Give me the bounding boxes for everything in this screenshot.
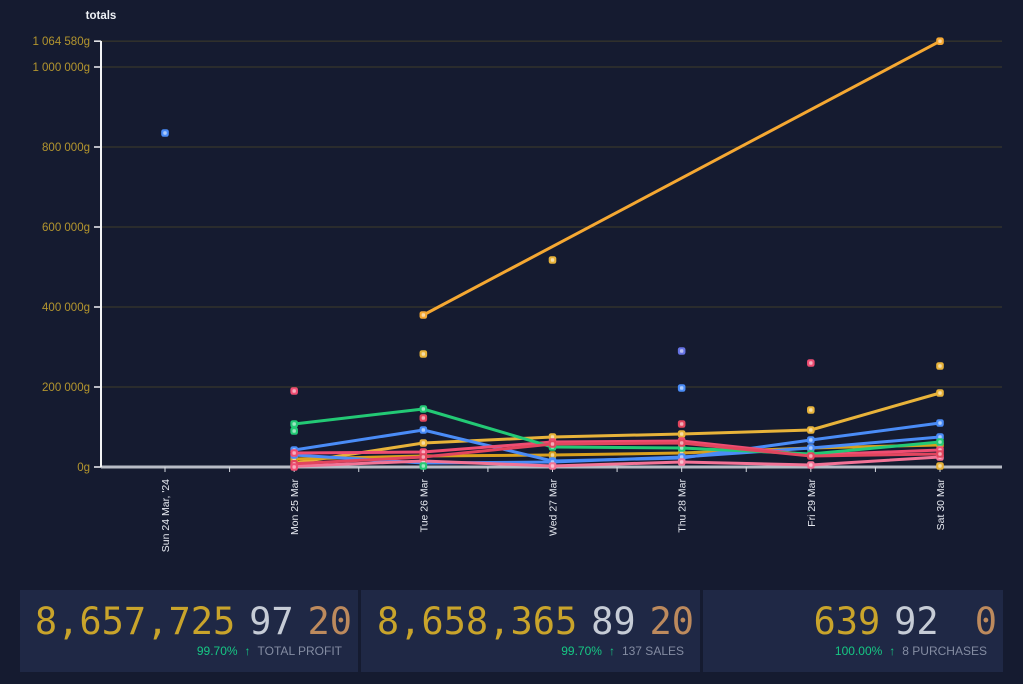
data-point-core bbox=[938, 421, 942, 425]
data-point-core bbox=[292, 429, 296, 433]
copper-value: 20 bbox=[307, 600, 353, 643]
silver-value: 97 bbox=[249, 600, 294, 643]
data-point-core bbox=[809, 454, 813, 458]
x-axis-label: Mon 25 Mar bbox=[289, 479, 301, 536]
data-point-core bbox=[679, 455, 684, 459]
stat-panel-sales: 8,658,365 89 20 99.70% ↑ 137 SALES bbox=[361, 590, 700, 672]
data-point-core bbox=[809, 361, 813, 365]
data-point-core bbox=[938, 391, 942, 395]
data-point-core bbox=[938, 464, 942, 468]
data-point-core bbox=[679, 349, 684, 353]
data-point-core bbox=[292, 465, 296, 469]
up-arrow-icon: ↑ bbox=[244, 644, 251, 658]
data-point-core bbox=[163, 131, 167, 135]
data-point-core bbox=[938, 452, 942, 456]
data-point-core bbox=[809, 446, 813, 450]
y-axis-label: 0g bbox=[77, 462, 90, 474]
data-point-core bbox=[679, 441, 684, 445]
total-profit-subline: 99.70% ↑ TOTAL PROFIT bbox=[26, 644, 352, 659]
series-amber-main-line bbox=[421, 39, 942, 317]
data-point-core bbox=[550, 435, 555, 439]
stat-label: 8 PURCHASES bbox=[902, 644, 987, 658]
data-point-core bbox=[938, 435, 942, 439]
data-point-core bbox=[809, 438, 813, 442]
percent-change: 100.00% bbox=[834, 644, 883, 658]
x-axis-label: Sun 24 Mar, '24 bbox=[160, 479, 172, 552]
sales-subline: 99.70% ↑ 137 SALES bbox=[367, 644, 694, 659]
summary-footer: 8,657,725 97 20 99.70% ↑ TOTAL PROFIT 8,65… bbox=[20, 590, 1003, 672]
data-point-core bbox=[550, 464, 555, 468]
data-point-core bbox=[809, 408, 813, 412]
gold-value: 8,657,725 bbox=[34, 600, 236, 643]
data-point-core bbox=[421, 313, 426, 317]
data-point-core bbox=[679, 386, 684, 390]
x-axis-label: Thu 28 Mar bbox=[677, 479, 689, 533]
data-point-core bbox=[809, 428, 813, 432]
data-point-core bbox=[421, 441, 426, 445]
stat-label: 137 SALES bbox=[621, 644, 684, 658]
data-point-core bbox=[938, 440, 942, 444]
x-axis-label: Fri 29 Mar bbox=[806, 479, 818, 527]
x-axis-label: Tue 26 Mar bbox=[418, 479, 430, 533]
gold-value: 8,658,365 bbox=[376, 600, 578, 643]
stat-label: TOTAL PROFIT bbox=[257, 644, 342, 658]
copper-value: 20 bbox=[649, 600, 695, 643]
silver-value: 92 bbox=[894, 600, 939, 643]
chart-plot-area[interactable]: 0g 200 000g 400 000g 600 000g 800 000g 1 000 … bbox=[0, 0, 1023, 578]
series-green-line bbox=[292, 407, 942, 456]
data-point-core bbox=[809, 463, 813, 467]
stat-panel-total-profit: 8,657,725 97 20 99.70% ↑ TOTAL PROFIT bbox=[20, 590, 358, 672]
x-axis-label: Sat 30 Mar bbox=[935, 478, 947, 530]
purchases-value: 639 92 0 bbox=[709, 601, 997, 643]
data-point-core bbox=[292, 451, 296, 455]
data-point-core bbox=[421, 464, 426, 468]
data-point-core bbox=[550, 442, 555, 446]
y-axis-label: 400 000g bbox=[42, 302, 90, 314]
purchases-subline: 100.00% ↑ 8 PURCHASES bbox=[709, 644, 997, 659]
percent-change: 99.70% bbox=[196, 644, 238, 658]
series-pink-low-line bbox=[292, 455, 942, 468]
y-axis-label: 800 000g bbox=[42, 142, 90, 154]
data-point-core bbox=[679, 460, 684, 464]
data-point-core bbox=[679, 446, 684, 450]
copper-value: 0 bbox=[974, 600, 997, 643]
data-point-core bbox=[421, 450, 426, 454]
gold-value: 639 bbox=[813, 600, 881, 643]
data-point-core bbox=[679, 432, 684, 436]
data-point-core bbox=[421, 428, 426, 432]
data-point-core bbox=[550, 258, 555, 262]
totals-chart: totals 0g 200 000g 400 000g 600 000g 800 000… bbox=[0, 0, 1023, 578]
percent-change: 99.70% bbox=[561, 644, 602, 658]
data-point-core bbox=[550, 453, 555, 457]
data-point-core bbox=[421, 416, 426, 420]
data-point-core bbox=[292, 389, 296, 393]
silver-value: 89 bbox=[591, 600, 636, 643]
data-point-core bbox=[292, 422, 296, 426]
up-arrow-icon: ↑ bbox=[889, 644, 896, 658]
sales-value: 8,658,365 89 20 bbox=[367, 601, 694, 643]
y-axis-label: 200 000g bbox=[42, 382, 90, 394]
data-point-core bbox=[938, 364, 942, 368]
total-profit-value: 8,657,725 97 20 bbox=[26, 601, 352, 643]
up-arrow-icon: ↑ bbox=[608, 644, 615, 658]
y-axis-label: 1 000 000g bbox=[32, 62, 90, 74]
chart-title: totals bbox=[85, 10, 117, 22]
data-point-core bbox=[421, 407, 426, 411]
data-point-core bbox=[938, 39, 942, 43]
y-axis-label: 1 064 580g bbox=[32, 36, 90, 48]
data-point-core bbox=[421, 455, 426, 459]
x-axis-label: Wed 27 Mar bbox=[548, 479, 560, 536]
data-point-core bbox=[421, 352, 426, 356]
y-axis-label: 600 000g bbox=[42, 222, 90, 234]
series-gold-line bbox=[292, 391, 942, 465]
data-point-core bbox=[679, 422, 684, 426]
stat-panel-purchases: 639 92 0 100.00% ↑ 8 PURCHASES bbox=[703, 590, 1003, 672]
series-red-line bbox=[292, 441, 942, 466]
